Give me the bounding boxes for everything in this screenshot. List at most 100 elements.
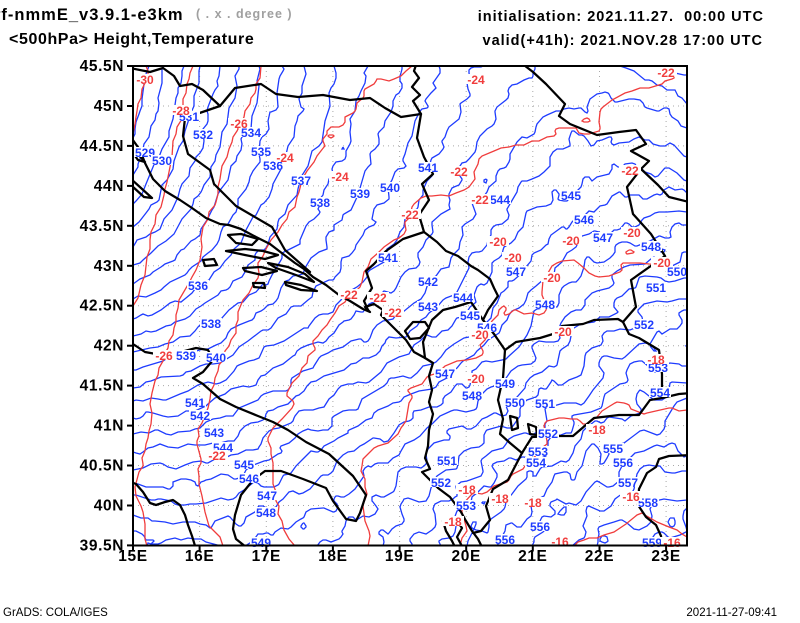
svg-text:540: 540 bbox=[206, 351, 226, 365]
svg-text:valid(+41h): 2021.NOV.28 17:00: valid(+41h): 2021.NOV.28 17:00 UTC bbox=[483, 33, 764, 49]
svg-text:556: 556 bbox=[613, 456, 633, 470]
svg-text:546: 546 bbox=[574, 213, 594, 227]
svg-text:542: 542 bbox=[190, 409, 210, 423]
svg-text:-26: -26 bbox=[230, 117, 248, 131]
svg-text:555: 555 bbox=[603, 442, 623, 456]
svg-text:-18: -18 bbox=[444, 515, 462, 529]
svg-text:-22: -22 bbox=[340, 288, 358, 302]
svg-text:2021-11-27-09:41: 2021-11-27-09:41 bbox=[686, 607, 777, 618]
svg-text:-22: -22 bbox=[471, 193, 489, 207]
svg-text:553: 553 bbox=[528, 445, 548, 459]
svg-text:41.5N: 41.5N bbox=[80, 378, 124, 395]
svg-text:18E: 18E bbox=[318, 548, 347, 565]
svg-text:-16: -16 bbox=[622, 490, 640, 504]
svg-text:547: 547 bbox=[593, 231, 613, 245]
svg-text:initialisation: 2021.11.27. 0: initialisation: 2021.11.27. 00:00 UTC bbox=[478, 9, 764, 25]
svg-text:550: 550 bbox=[667, 265, 687, 279]
svg-text:-20: -20 bbox=[653, 256, 671, 270]
svg-text:-20: -20 bbox=[489, 235, 507, 249]
svg-text:-16: -16 bbox=[551, 535, 569, 549]
svg-text:548: 548 bbox=[535, 298, 555, 312]
svg-text:553: 553 bbox=[456, 499, 476, 513]
svg-text:537: 537 bbox=[291, 174, 311, 188]
svg-text:17E: 17E bbox=[252, 548, 281, 565]
svg-text:-22: -22 bbox=[208, 449, 226, 463]
svg-text:553: 553 bbox=[648, 361, 668, 375]
svg-text:534: 534 bbox=[241, 126, 261, 140]
svg-text:45N: 45N bbox=[94, 98, 124, 115]
svg-text:-18: -18 bbox=[458, 483, 476, 497]
svg-text:44.5N: 44.5N bbox=[80, 138, 124, 155]
svg-text:22E: 22E bbox=[585, 548, 614, 565]
svg-text:556: 556 bbox=[495, 533, 515, 547]
svg-text:552: 552 bbox=[431, 476, 451, 490]
svg-text:-22: -22 bbox=[384, 306, 402, 320]
svg-text:-26: -26 bbox=[155, 349, 173, 363]
svg-text:547: 547 bbox=[435, 367, 455, 381]
svg-text:558: 558 bbox=[638, 496, 658, 510]
svg-text:GrADS: COLA/IGES: GrADS: COLA/IGES bbox=[3, 607, 108, 618]
svg-text:-20: -20 bbox=[562, 234, 580, 248]
svg-text:-24: -24 bbox=[331, 170, 349, 184]
svg-text:-20: -20 bbox=[623, 226, 641, 240]
svg-text:20E: 20E bbox=[452, 548, 481, 565]
svg-text:552: 552 bbox=[538, 427, 558, 441]
svg-text:536: 536 bbox=[188, 279, 208, 293]
svg-text:-20: -20 bbox=[471, 328, 489, 342]
svg-text:( . x . degree ): ( . x . degree ) bbox=[196, 7, 293, 21]
svg-text:41N: 41N bbox=[94, 418, 124, 435]
svg-text:548: 548 bbox=[256, 506, 276, 520]
svg-text:42.5N: 42.5N bbox=[80, 298, 124, 315]
svg-text:-30: -30 bbox=[136, 73, 154, 87]
svg-text:548: 548 bbox=[641, 240, 661, 254]
svg-text:-18: -18 bbox=[524, 496, 542, 510]
svg-text:530: 530 bbox=[152, 154, 172, 168]
svg-text:551: 551 bbox=[437, 454, 457, 468]
svg-text:-22: -22 bbox=[657, 66, 675, 80]
svg-text:554: 554 bbox=[650, 386, 670, 400]
svg-text:557: 557 bbox=[618, 476, 638, 490]
svg-text:44N: 44N bbox=[94, 178, 124, 195]
svg-text:542: 542 bbox=[418, 275, 438, 289]
svg-text:541: 541 bbox=[418, 161, 438, 175]
svg-text:-20: -20 bbox=[543, 271, 561, 285]
svg-text:552: 552 bbox=[634, 318, 654, 332]
svg-text:547: 547 bbox=[506, 265, 526, 279]
svg-text:15E: 15E bbox=[118, 548, 147, 565]
svg-text:550: 550 bbox=[505, 396, 525, 410]
svg-text:545: 545 bbox=[561, 189, 581, 203]
svg-text:-22: -22 bbox=[369, 291, 387, 305]
svg-text:43N: 43N bbox=[94, 258, 124, 275]
svg-text:rf-nmmE_v3.9.1-e3km: rf-nmmE_v3.9.1-e3km bbox=[0, 6, 184, 24]
svg-text:-20: -20 bbox=[504, 251, 522, 265]
svg-text:<500hPa> Height,Temperature: <500hPa> Height,Temperature bbox=[9, 31, 254, 48]
svg-text:540: 540 bbox=[380, 181, 400, 195]
svg-text:-22: -22 bbox=[401, 208, 419, 222]
svg-text:-22: -22 bbox=[621, 164, 639, 178]
svg-text:543: 543 bbox=[418, 300, 438, 314]
svg-text:-28: -28 bbox=[172, 104, 190, 118]
svg-text:551: 551 bbox=[646, 281, 666, 295]
svg-text:556: 556 bbox=[530, 520, 550, 534]
svg-text:40N: 40N bbox=[94, 498, 124, 515]
svg-text:536: 536 bbox=[263, 159, 283, 173]
svg-text:42N: 42N bbox=[94, 338, 124, 355]
svg-text:-24: -24 bbox=[467, 73, 485, 87]
svg-text:541: 541 bbox=[185, 396, 205, 410]
svg-text:-22: -22 bbox=[450, 165, 468, 179]
svg-text:545: 545 bbox=[460, 309, 480, 323]
svg-text:-20: -20 bbox=[467, 372, 485, 386]
svg-text:535: 535 bbox=[251, 145, 271, 159]
svg-text:-20: -20 bbox=[554, 325, 572, 339]
svg-text:-18: -18 bbox=[588, 423, 606, 437]
svg-text:543: 543 bbox=[204, 426, 224, 440]
svg-text:45.5N: 45.5N bbox=[80, 58, 124, 75]
svg-text:545: 545 bbox=[234, 458, 254, 472]
svg-text:23E: 23E bbox=[651, 548, 680, 565]
svg-text:43.5N: 43.5N bbox=[80, 218, 124, 235]
svg-text:-18: -18 bbox=[647, 353, 665, 367]
svg-text:-18: -18 bbox=[491, 492, 509, 506]
svg-text:551: 551 bbox=[535, 397, 555, 411]
svg-text:547: 547 bbox=[257, 489, 277, 503]
svg-text:548: 548 bbox=[462, 389, 482, 403]
